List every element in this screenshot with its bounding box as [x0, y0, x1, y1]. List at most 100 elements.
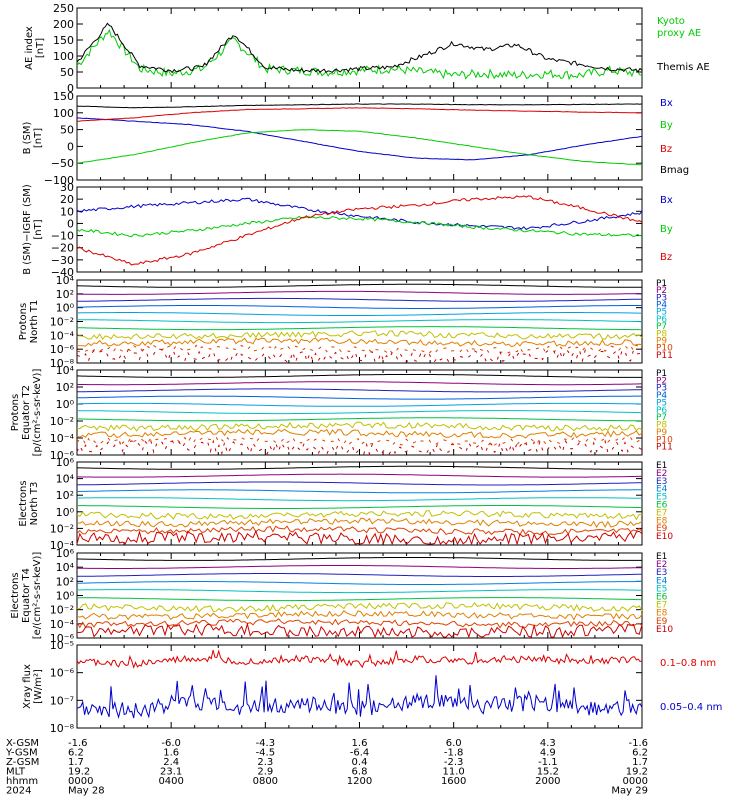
- legend-xray-short: 0.05–0.4 nm: [660, 702, 722, 713]
- y-tick-label: 10²: [56, 575, 74, 588]
- panel-frame-8: [76, 644, 643, 729]
- channel-e2: [77, 473, 643, 478]
- y-tick-label: 200: [53, 18, 74, 31]
- panel-frame-2: [76, 95, 643, 181]
- channel-p9: [76, 428, 643, 439]
- legend-p4: P4: [656, 391, 667, 401]
- y-axis-label: Protons: [18, 303, 29, 340]
- legend-bz: Bz: [660, 144, 672, 155]
- channel-p3: [77, 297, 642, 302]
- channel-p5: [77, 312, 643, 316]
- legend-bmag: Bmag: [660, 165, 689, 176]
- y-tick-label: 10⁶: [56, 456, 75, 469]
- y-tick-label: 10⁰: [56, 398, 75, 411]
- y-tick-label: 10⁻⁴: [50, 329, 75, 342]
- y-tick-label: 20: [60, 193, 74, 206]
- y-tick-label: 100: [53, 107, 74, 120]
- y-axis-label: North T3: [29, 482, 40, 526]
- ephemeris-value: May 28: [68, 786, 105, 797]
- y-axis-label: Equator T4: [21, 568, 32, 623]
- channel-e10: [76, 529, 643, 546]
- channel-e3: [76, 573, 643, 577]
- legend-e4: E4: [656, 485, 668, 495]
- series-themis-ae: [76, 22, 643, 74]
- y-tick-label: 10⁻²: [50, 604, 74, 617]
- legend-e2: E2: [656, 560, 667, 570]
- channel-p1: [76, 374, 642, 378]
- ephemeris-value: 15.2: [537, 767, 559, 778]
- panel-frame-3: [76, 186, 643, 273]
- ephemeris-value: -1.6: [628, 738, 648, 749]
- y-tick-label: 10⁻⁸: [50, 357, 75, 370]
- ephemeris-row-label: Y-GSM: [5, 748, 38, 759]
- y-axis-label: [W/m²]: [33, 669, 44, 704]
- ephemeris-value: 2.9: [257, 767, 273, 778]
- ephemeris-value: 6.0: [446, 738, 462, 749]
- channel-p4: [76, 305, 642, 309]
- y-axis-label: [nT]: [33, 219, 44, 239]
- legend-bx: Bx: [660, 98, 673, 109]
- channel-p10: [76, 436, 643, 446]
- legend-e6: E6: [656, 501, 668, 511]
- ephemeris-value: 23.1: [160, 767, 182, 778]
- channel-p11: [76, 348, 643, 364]
- y-tick-label: 10⁻⁶: [50, 449, 75, 462]
- series-xray-1: [76, 675, 643, 720]
- y-tick-label: 10⁻⁴: [50, 539, 75, 552]
- channel-p2: [76, 381, 643, 386]
- ephemeris-row-label: hhmm: [6, 776, 38, 787]
- ephemeris-value: 2.3: [257, 757, 273, 768]
- series-bmag: [76, 103, 643, 109]
- channel-p4: [77, 395, 642, 400]
- legend-kyoto-proxy-ae: proxy AE: [657, 28, 701, 39]
- y-axis-label: [e/(cm²-s-sr-keV)]: [32, 552, 43, 640]
- y-tick-label: 150: [53, 34, 74, 47]
- channel-e2: [76, 565, 642, 569]
- channel-e6: [77, 505, 643, 509]
- ephemeris-value: 6.2: [68, 748, 84, 759]
- legend-e5: E5: [656, 493, 667, 503]
- y-tick-label: 10⁴: [56, 561, 75, 574]
- legend-by: By: [660, 224, 673, 235]
- legend-p5: P5: [656, 308, 667, 318]
- channel-p2: [76, 290, 643, 295]
- ephemeris-value: 1.7: [68, 757, 84, 768]
- series-by: [76, 129, 643, 166]
- channel-p6: [76, 319, 643, 324]
- y-tick-label: 10⁴: [56, 473, 75, 486]
- legend-bz: Bz: [660, 252, 672, 263]
- ephemeris-value: -1.1: [538, 757, 558, 768]
- ephemeris-value: 4.9: [540, 748, 556, 759]
- legend-p11: P11: [656, 351, 673, 361]
- ephemeris-value: 6.2: [632, 748, 648, 759]
- y-tick-label: 10⁰: [56, 302, 75, 315]
- series-by: [76, 215, 643, 238]
- y-tick-label: 10⁴: [56, 364, 75, 377]
- channel-p8: [76, 330, 643, 340]
- channel-e9: [76, 525, 643, 536]
- y-axis-label: Protons: [10, 394, 21, 431]
- ephemeris-value: 1.7: [632, 757, 648, 768]
- y-tick-label: 10⁻⁶: [50, 667, 75, 680]
- channel-e4: [77, 581, 642, 585]
- channel-e7: [76, 510, 643, 521]
- channel-e1: [77, 557, 642, 561]
- legend-p2: P2: [656, 286, 667, 296]
- legend-e1: E1: [656, 461, 667, 471]
- ephemeris-row-label: X-GSM: [6, 738, 39, 749]
- y-tick-label: 10⁻⁴: [50, 618, 75, 631]
- y-tick-label: 10⁻²: [50, 522, 74, 535]
- ephemeris-value: 1600: [441, 776, 466, 787]
- legend-e2: E2: [656, 469, 667, 479]
- y-tick-label: 10⁻⁵: [50, 639, 74, 652]
- channel-p10: [76, 344, 643, 354]
- y-axis-label: Xray flux: [22, 664, 33, 709]
- channel-e8: [76, 609, 643, 621]
- legend-e3: E3: [656, 477, 667, 487]
- ephemeris-value: -4.3: [256, 738, 276, 749]
- ephemeris-value: 2.4: [163, 757, 179, 768]
- y-tick-label: 10⁻⁸: [50, 722, 75, 735]
- legend-kyoto: Kyoto: [657, 16, 685, 27]
- channel-p11: [76, 439, 643, 456]
